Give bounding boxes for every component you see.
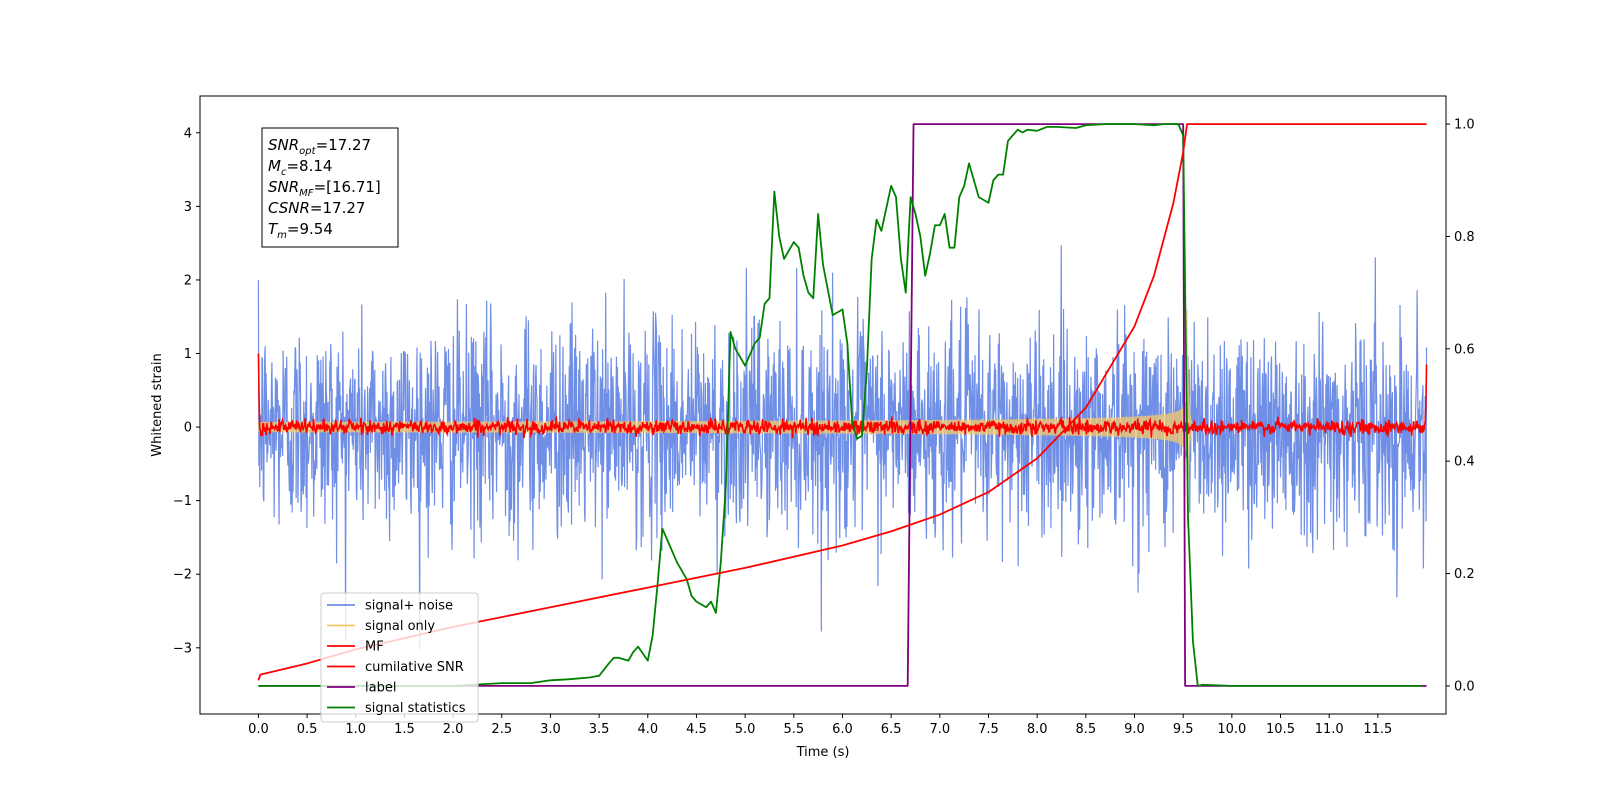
x-axis-label: Time (s)	[796, 745, 850, 760]
series-mf	[257, 353, 1428, 439]
y-left-tick-label: −1	[173, 494, 192, 509]
x-tick-label: 3.0	[540, 722, 561, 737]
legend-label: label	[365, 681, 396, 696]
annotation-box: SNRopt=17.27Mc=8.14SNRMF=[16.71]CSNR=17.…	[261, 127, 399, 248]
x-tick-label: 0.5	[297, 722, 318, 737]
x-tick-label: 6.5	[881, 722, 902, 737]
legend-item[interactable]: label	[327, 681, 396, 696]
x-tick-label: 4.0	[637, 722, 658, 737]
x-tick-label: 3.5	[589, 722, 610, 737]
legend-item[interactable]: signal statistics	[327, 701, 466, 716]
annotation-box-frame	[261, 127, 399, 248]
x-tick-label: 8.0	[1027, 722, 1048, 737]
annotation-line: SNRMF=[16.71]	[268, 178, 381, 199]
legend-label: MF	[365, 640, 384, 655]
y-left-tick-label: 4	[184, 126, 192, 141]
x-tick-label: 1.0	[345, 722, 366, 737]
x-tick-label: 0.0	[248, 722, 269, 737]
y-right-tick-label: 0.2	[1454, 567, 1475, 582]
x-tick-label: 1.5	[394, 722, 415, 737]
x-tick-label: 2.0	[443, 722, 464, 737]
series-signal-plus-noise	[257, 245, 1428, 650]
x-tick-label: 8.5	[1075, 722, 1096, 737]
y-left-tick-label: −2	[173, 568, 192, 583]
y-left-tick-label: 2	[184, 273, 192, 288]
x-tick-label: 11.5	[1363, 722, 1392, 737]
x-tick-label: 7.5	[978, 722, 999, 737]
x-tick-label: 9.0	[1124, 722, 1145, 737]
x-tick-label: 9.5	[1173, 722, 1194, 737]
x-tick-label: 4.5	[686, 722, 707, 737]
legend-item[interactable]: cumilative SNR	[327, 660, 464, 675]
x-tick-label: 10.5	[1266, 722, 1295, 737]
x-tick-label: 5.0	[735, 722, 756, 737]
y-left-tick-label: 3	[184, 200, 192, 215]
series-label	[258, 123, 1427, 687]
legend-frame	[320, 592, 479, 723]
legend-label: signal only	[365, 619, 435, 634]
legend-label: signal statistics	[365, 701, 466, 716]
annotation-line: SNRopt=17.27	[268, 136, 371, 157]
y-right-tick-label: 1.0	[1454, 118, 1475, 133]
y-right-tick-label: 0.4	[1454, 455, 1475, 470]
annotation-line: CSNR=17.27	[268, 199, 365, 217]
x-tick-label: 6.0	[832, 722, 853, 737]
y-right-tick-label: 0.8	[1454, 230, 1475, 245]
y-right-tick-label: 0.0	[1454, 679, 1475, 694]
series-signal-statistics	[258, 123, 1422, 687]
x-tick-label: 10.0	[1217, 722, 1246, 737]
legend-label: signal+ noise	[365, 599, 453, 614]
y-left-tick-label: 1	[184, 347, 192, 362]
y-left-tick-label: 0	[184, 421, 192, 436]
legend[interactable]: signal+ noise signal only MF cumilative SNR…	[320, 592, 479, 723]
x-tick-label: 7.0	[929, 722, 950, 737]
axis-ticks: 0.0 0.5 1.0 1.5 2.0 2.5 3.0 3.5 4.0 4.5 5.0 5.5 6.0 6…	[173, 118, 1475, 737]
y-left-tick-label: −3	[173, 641, 192, 656]
axes-frame	[199, 95, 1447, 715]
x-tick-label: 11.0	[1315, 722, 1344, 737]
plot-area	[257, 123, 1428, 687]
legend-label: cumilative SNR	[365, 660, 464, 675]
legend-item[interactable]: signal only	[327, 619, 435, 634]
annotation-line: Tm=9.54	[268, 220, 333, 241]
x-tick-label: 5.5	[783, 722, 804, 737]
legend-item[interactable]: MF	[327, 640, 384, 655]
annotation-line: Mc=8.14	[268, 157, 332, 178]
y-axis-label-left: Whitened strain	[150, 353, 165, 456]
x-tick-label: 2.5	[491, 722, 512, 737]
y-right-tick-label: 0.6	[1454, 342, 1475, 357]
legend-item[interactable]: signal+ noise	[327, 599, 453, 614]
